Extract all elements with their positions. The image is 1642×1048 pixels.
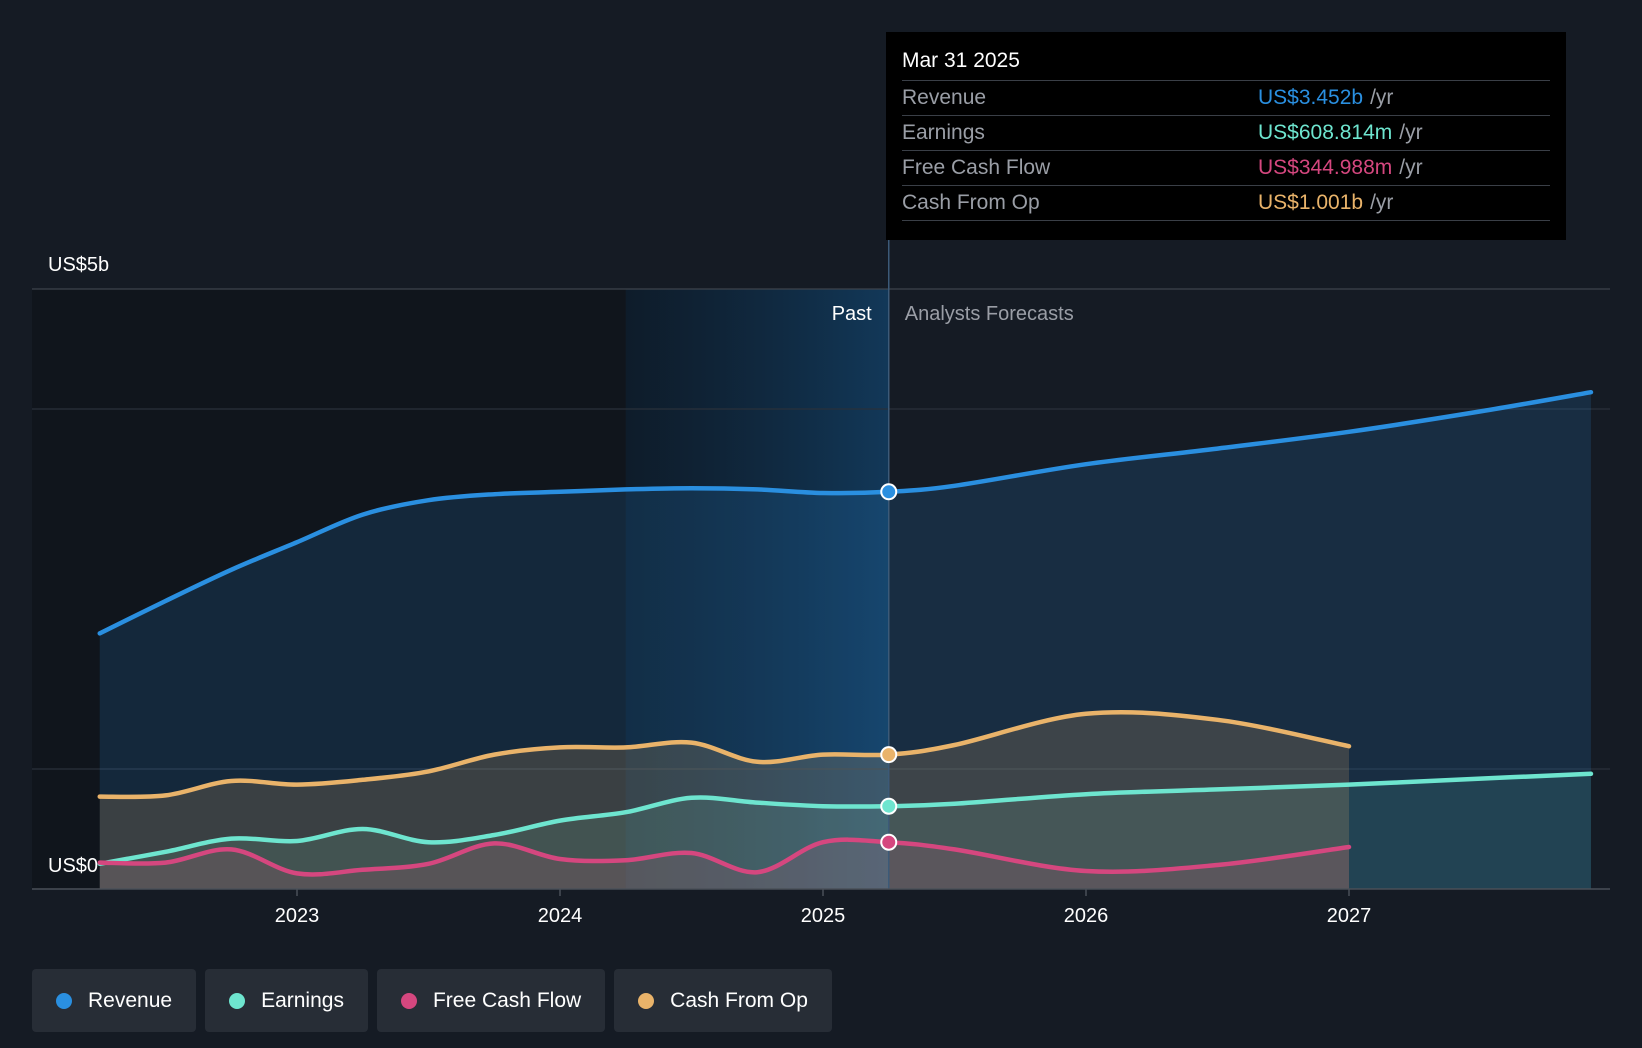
legend-label: Earnings: [261, 988, 344, 1012]
y-axis-top-label: US$5b: [48, 254, 109, 276]
cash-from-op-dot-icon: [638, 992, 655, 1009]
free-cash-flow-line: [97, 837, 1352, 877]
tooltip-label: Earnings: [902, 121, 985, 144]
x-tick-label: 2024: [538, 905, 583, 927]
cash-from-op-line: [97, 709, 1352, 800]
earnings-dot-icon: [229, 992, 246, 1009]
legend: Revenue Earnings Free Cash Flow Cash Fro…: [32, 969, 832, 1032]
x-tick-label: 2023: [275, 905, 320, 927]
cash-from-op-marker: [880, 746, 898, 764]
revenue-dot-icon: [56, 992, 72, 1009]
revenue-marker: [880, 483, 898, 501]
x-tick-label: 2027: [1327, 905, 1372, 927]
free-cash-flow-dot-icon: [400, 992, 417, 1009]
tooltip-row-free-cash-flow: Free Cash Flow US$344.988m /yr: [902, 151, 1550, 186]
tooltip-value: US$3.452b: [1258, 86, 1364, 109]
tooltip-row-earnings: Earnings US$608.814m /yr: [902, 116, 1550, 151]
tooltip-label: Cash From Op: [902, 191, 1040, 214]
hover-markers: [880, 483, 898, 851]
earnings-line: [97, 771, 1594, 867]
free-cash-flow-marker: [880, 833, 898, 851]
tooltip-unit: /yr: [1370, 86, 1394, 109]
legend-item-earnings[interactable]: Earnings: [205, 969, 368, 1032]
x-axis-ticks: 2023 2024 2025 2026 2027: [275, 889, 1372, 927]
series-lines: [97, 389, 1594, 877]
tooltip-row-cash-from-op: Cash From Op US$1.001b /yr: [902, 186, 1550, 221]
gridlines: [32, 288, 1610, 770]
forecast-label: Analysts Forecasts: [905, 303, 1074, 325]
x-tick-label: 2026: [1064, 905, 1109, 927]
tooltip-unit: /yr: [1399, 156, 1423, 179]
past-label: Past: [832, 303, 872, 325]
tooltip-unit: /yr: [1370, 191, 1394, 214]
tooltip-label: Revenue: [902, 86, 987, 109]
tooltip-date: Mar 31 2025: [902, 46, 1550, 81]
legend-label: Revenue: [88, 988, 173, 1012]
earnings-marker: [880, 797, 898, 815]
legend-item-revenue[interactable]: Revenue: [32, 969, 197, 1032]
legend-item-cash-from-op[interactable]: Cash From Op: [614, 969, 832, 1032]
revenue-line: [97, 389, 1594, 636]
tooltip-label: Free Cash Flow: [902, 156, 1051, 179]
legend-label: Free Cash Flow: [432, 988, 582, 1012]
highlight-region: [625, 289, 889, 889]
legend-label: Cash From Op: [670, 988, 808, 1012]
tooltip-value: US$1.001b: [1258, 191, 1364, 214]
x-tick-label: 2025: [801, 905, 846, 927]
revenue-area: [99, 392, 1591, 889]
tooltip-value: US$608.814m: [1258, 121, 1393, 144]
tooltip-unit: /yr: [1399, 121, 1423, 144]
data-tooltip: Mar 31 2025 Revenue US$3.452b /yr Earnin…: [886, 32, 1566, 240]
earnings-area: [99, 773, 1591, 889]
y-axis-bottom-label: US$0: [48, 855, 98, 877]
tooltip-value: US$344.988m: [1258, 156, 1393, 179]
legend-item-free-cash-flow[interactable]: Free Cash Flow: [376, 969, 606, 1032]
tooltip-row-revenue: Revenue US$3.452b /yr: [902, 81, 1550, 116]
